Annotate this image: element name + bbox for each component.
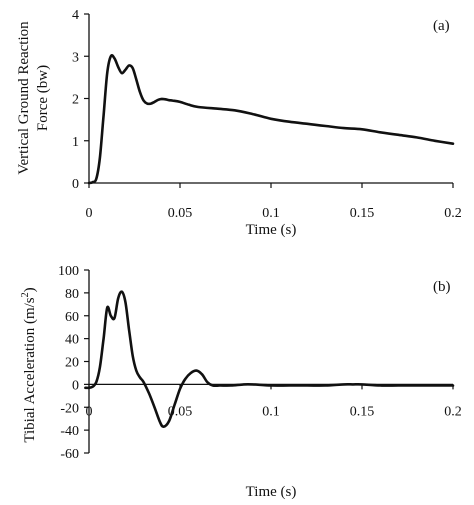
chart-a-x-tick-label: 0.1 — [262, 206, 280, 221]
chart-a-tick-marks — [84, 13, 454, 188]
chart-b-x-tick-label: 0.1 — [262, 404, 280, 419]
chart-b-y-tick-label: 100 — [58, 264, 79, 279]
chart-a-panel-label: (a) — [433, 18, 450, 34]
chart-a-y-tick-label: 1 — [72, 135, 79, 150]
chart-b-y-tick-label: 60 — [65, 310, 79, 325]
chart-a-y-tick-labels: 0 1 2 3 4 — [72, 8, 79, 192]
chart-b-x-axis-title: Time (s) — [246, 484, 297, 500]
chart-a-x-tick-label: 0.05 — [168, 206, 193, 221]
chart-b-y-tick-label: -40 — [60, 424, 79, 439]
chart-a-series — [87, 54, 455, 185]
chart-b-y-tick-label: 40 — [65, 333, 79, 348]
chart-b-y-axis-title-text: Tibial Acceleration (m/s — [22, 297, 38, 442]
chart-b-y-tick-label: -60 — [60, 447, 79, 462]
chart-a-x-tick-label: 0.15 — [350, 206, 375, 221]
chart-a-y-tick-label: 3 — [72, 50, 79, 65]
chart-b-y-tick-labels: -60 -40 -20 0 20 40 60 80 100 — [58, 264, 79, 462]
chart-b-x-tick-label: 0.2 — [444, 404, 462, 419]
chart-a-x-tick-label: 0.2 — [444, 206, 462, 221]
chart-a-series-line — [87, 54, 455, 185]
chart-b-panel-label: (b) — [433, 279, 451, 295]
chart-b-y-axis-title-superscript: 2 — [20, 292, 31, 297]
chart-a-y-axis-title-line2: Force (bw) — [35, 65, 51, 131]
chart-a-ground-reaction-force: 0 1 2 3 4 0 0.05 0.1 0.15 0.2 (a) Time (s) Verti… — [16, 8, 462, 238]
chart-b-y-tick-label: -20 — [60, 401, 79, 416]
chart-b-y-axis-title: Tibial Acceleration (m/s2) — [20, 287, 38, 442]
chart-b-x-tick-labels: 0 0.05 0.1 0.15 0.2 — [86, 404, 462, 419]
chart-a-x-tick-labels: 0 0.05 0.1 0.15 0.2 — [86, 206, 462, 221]
chart-a-x-axis-title: Time (s) — [246, 222, 297, 238]
chart-b-y-axis-title-close: ) — [22, 287, 38, 292]
chart-b-x-tick-label: 0.15 — [350, 404, 375, 419]
chart-a-y-tick-label: 2 — [72, 93, 79, 108]
chart-a-y-tick-label: 0 — [72, 177, 79, 192]
chart-b-series-line — [84, 290, 455, 429]
chart-b-y-tick-label: 20 — [65, 356, 79, 371]
chart-b-y-tick-label: 0 — [72, 378, 79, 393]
chart-a-x-tick-label: 0 — [86, 206, 93, 221]
chart-a-y-axis-title-line1: Vertical Ground Reaction — [16, 21, 32, 175]
chart-a-y-tick-label: 4 — [72, 8, 79, 23]
chart-b-series — [84, 290, 455, 429]
chart-b-y-tick-label: 80 — [65, 287, 79, 302]
chart-b-tick-marks — [84, 269, 454, 454]
